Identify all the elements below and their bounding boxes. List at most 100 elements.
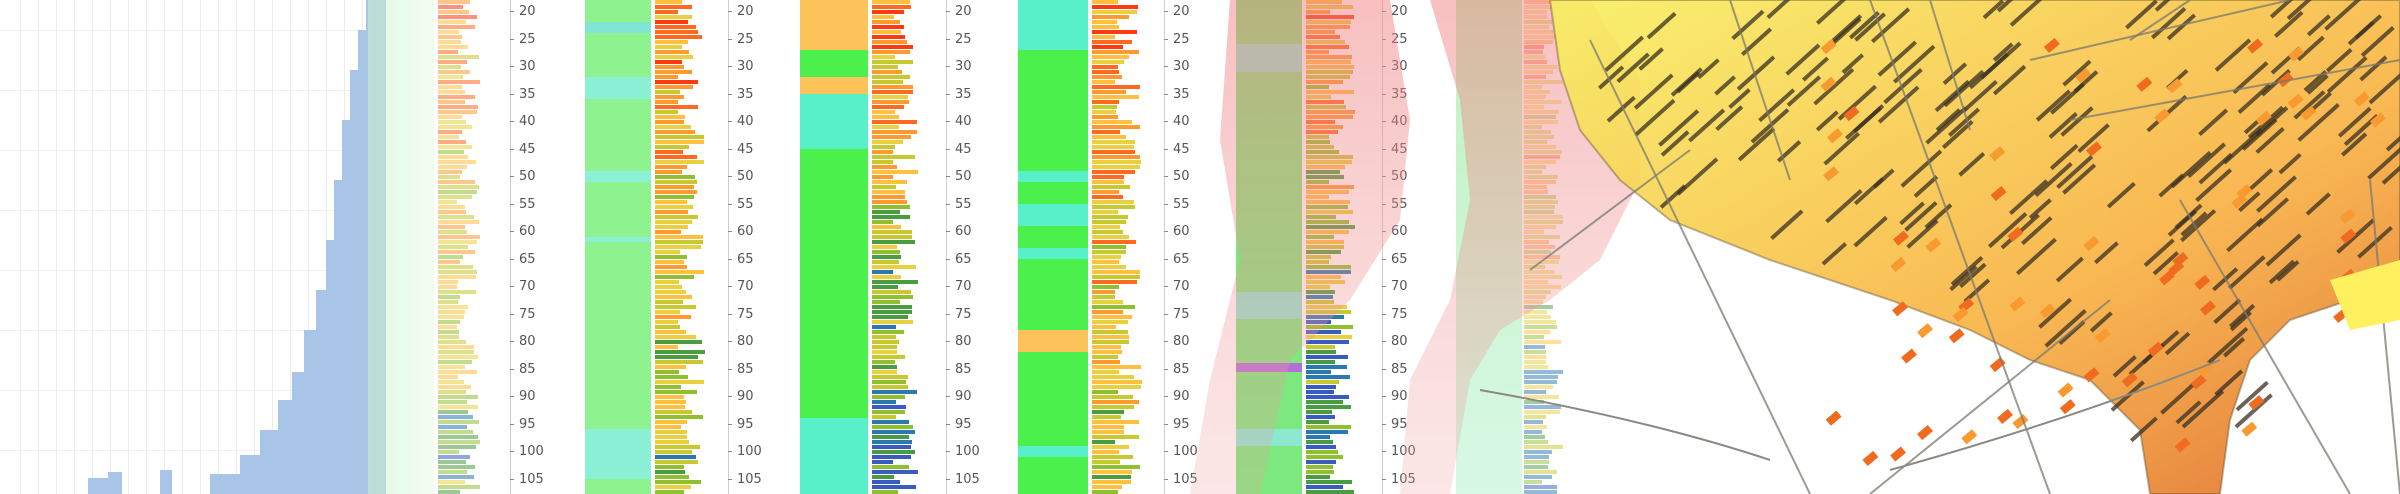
voxel-hot-cell (1820, 76, 1837, 92)
voxel-cell-edge (2247, 168, 2274, 192)
voxel-cell-edge (1950, 255, 1984, 286)
voxel-cell-edge (2180, 209, 2217, 243)
voxel-hot-cell (2197, 361, 2214, 377)
voxel-cell-edge (1676, 71, 1701, 94)
log-value-bar (1524, 425, 1547, 429)
depth-tick-label: 60 (737, 224, 754, 240)
log-value-bar (872, 165, 897, 169)
depth-tick-label: 95 (1173, 416, 1190, 432)
depth-tick-label: 70 (519, 279, 536, 295)
depth-tick-label: 40 (955, 114, 972, 130)
track-1-lithology-column[interactable] (585, 0, 651, 494)
log-value-bar (1524, 375, 1558, 379)
tick-mark (1164, 121, 1168, 123)
log-value-bar (872, 285, 898, 289)
log-value-bar (655, 460, 698, 464)
log-value-bar (655, 50, 689, 54)
log-value-bar (872, 460, 893, 464)
tick-mark (1164, 11, 1168, 12)
log-value-bar (872, 455, 911, 459)
log-value-bar (438, 5, 463, 9)
log-value-bar (1524, 365, 1548, 369)
log-value-bar (655, 30, 698, 34)
3d-voxel-model-view[interactable] (1170, 0, 2400, 494)
voxel-cell-edge (1877, 40, 1917, 77)
log-value-bar (1092, 55, 1129, 59)
gridline (56, 0, 57, 494)
tick-mark (946, 148, 950, 150)
voxel-cell-edge (1616, 52, 1650, 84)
voxel-cell-edge (2129, 416, 2158, 443)
log-value-bar (1524, 415, 1546, 419)
log-value-bar (872, 370, 897, 374)
log-value-bar (1306, 390, 1334, 394)
voxel-cell-edge (1634, 98, 1676, 137)
log-value-bar (1092, 65, 1118, 69)
voxel-hot-cell (1990, 185, 2007, 202)
log-value-bar (872, 225, 901, 229)
log-value-bar (655, 235, 703, 239)
track-2-value-bars[interactable] (872, 0, 918, 494)
log-value-bar (1306, 335, 1352, 339)
log-value-bar (1092, 40, 1132, 44)
track-3-value-bars[interactable] (1092, 0, 1142, 494)
voxel-cell-edge (1785, 43, 1821, 76)
voxel-cell-edge (1942, 62, 1968, 85)
log-value-bar (1092, 195, 1123, 199)
track-1-value-bars[interactable] (655, 0, 705, 494)
log-value-bar (1306, 485, 1343, 489)
log-value-bar (1092, 80, 1115, 84)
voxel-cell-edge (2234, 393, 2273, 429)
log-value-bar (872, 55, 895, 59)
log-value-bar (1524, 390, 1546, 394)
depth-tick-label: 25 (519, 31, 536, 47)
log-value-bar (1092, 125, 1140, 129)
voxel-hot-cell (1901, 348, 1918, 364)
log-value-bar (438, 65, 461, 69)
log-value-bar (438, 475, 474, 479)
lithology-interval (800, 0, 868, 50)
voxel-cell-edge (2034, 162, 2073, 198)
log-value-bar (1524, 330, 1550, 334)
lithology-interval (585, 22, 651, 33)
log-value-bar (1092, 290, 1115, 294)
tick-mark (1164, 423, 1168, 425)
depth-tick-label: 45 (1173, 141, 1190, 157)
voxel-cell-edge (1715, 105, 1744, 131)
tick-mark (946, 11, 950, 12)
log-value-bar (655, 355, 698, 359)
voxel-cell-edge (1815, 110, 1839, 132)
log-value-bar (1092, 305, 1135, 309)
tick-mark (510, 451, 514, 453)
tick-mark (510, 423, 514, 425)
log-value-bar (872, 120, 917, 124)
log-value-bar (872, 345, 897, 349)
log-value-bar (438, 105, 478, 109)
track-2-lithology-column[interactable] (800, 0, 868, 494)
log-value-bar (1306, 415, 1335, 419)
voxel-cell-edge (2073, 70, 2099, 93)
log-value-bar (872, 45, 913, 49)
voxel-hot-cell (1823, 166, 1840, 182)
drillhole-trace (1479, 389, 1771, 461)
track-3-lithology-column[interactable] (1018, 0, 1088, 494)
log-value-bar (655, 15, 692, 19)
depth-tick-label: 30 (955, 59, 972, 75)
log-value-bar (1092, 135, 1126, 139)
faded-log-value-bars[interactable] (438, 0, 480, 494)
log-value-bar (1092, 185, 1130, 189)
plume-surface (1190, 0, 1410, 494)
log-value-bar (872, 155, 915, 159)
lithology-interval (1018, 49, 1088, 171)
voxel-cell-edge (1900, 149, 1943, 188)
drillhole-trace (2129, 0, 2191, 41)
log-value-bar (1092, 230, 1123, 234)
log-value-bar (872, 330, 904, 334)
voxel-cell-edge (2296, 35, 2325, 62)
log-value-bar (655, 25, 696, 29)
log-value-bar (872, 300, 900, 304)
log-value-bar (1092, 280, 1137, 284)
voxel-cell-edge (1750, 108, 1790, 144)
log-value-bar (1092, 275, 1140, 279)
log-value-bar (1092, 245, 1126, 249)
